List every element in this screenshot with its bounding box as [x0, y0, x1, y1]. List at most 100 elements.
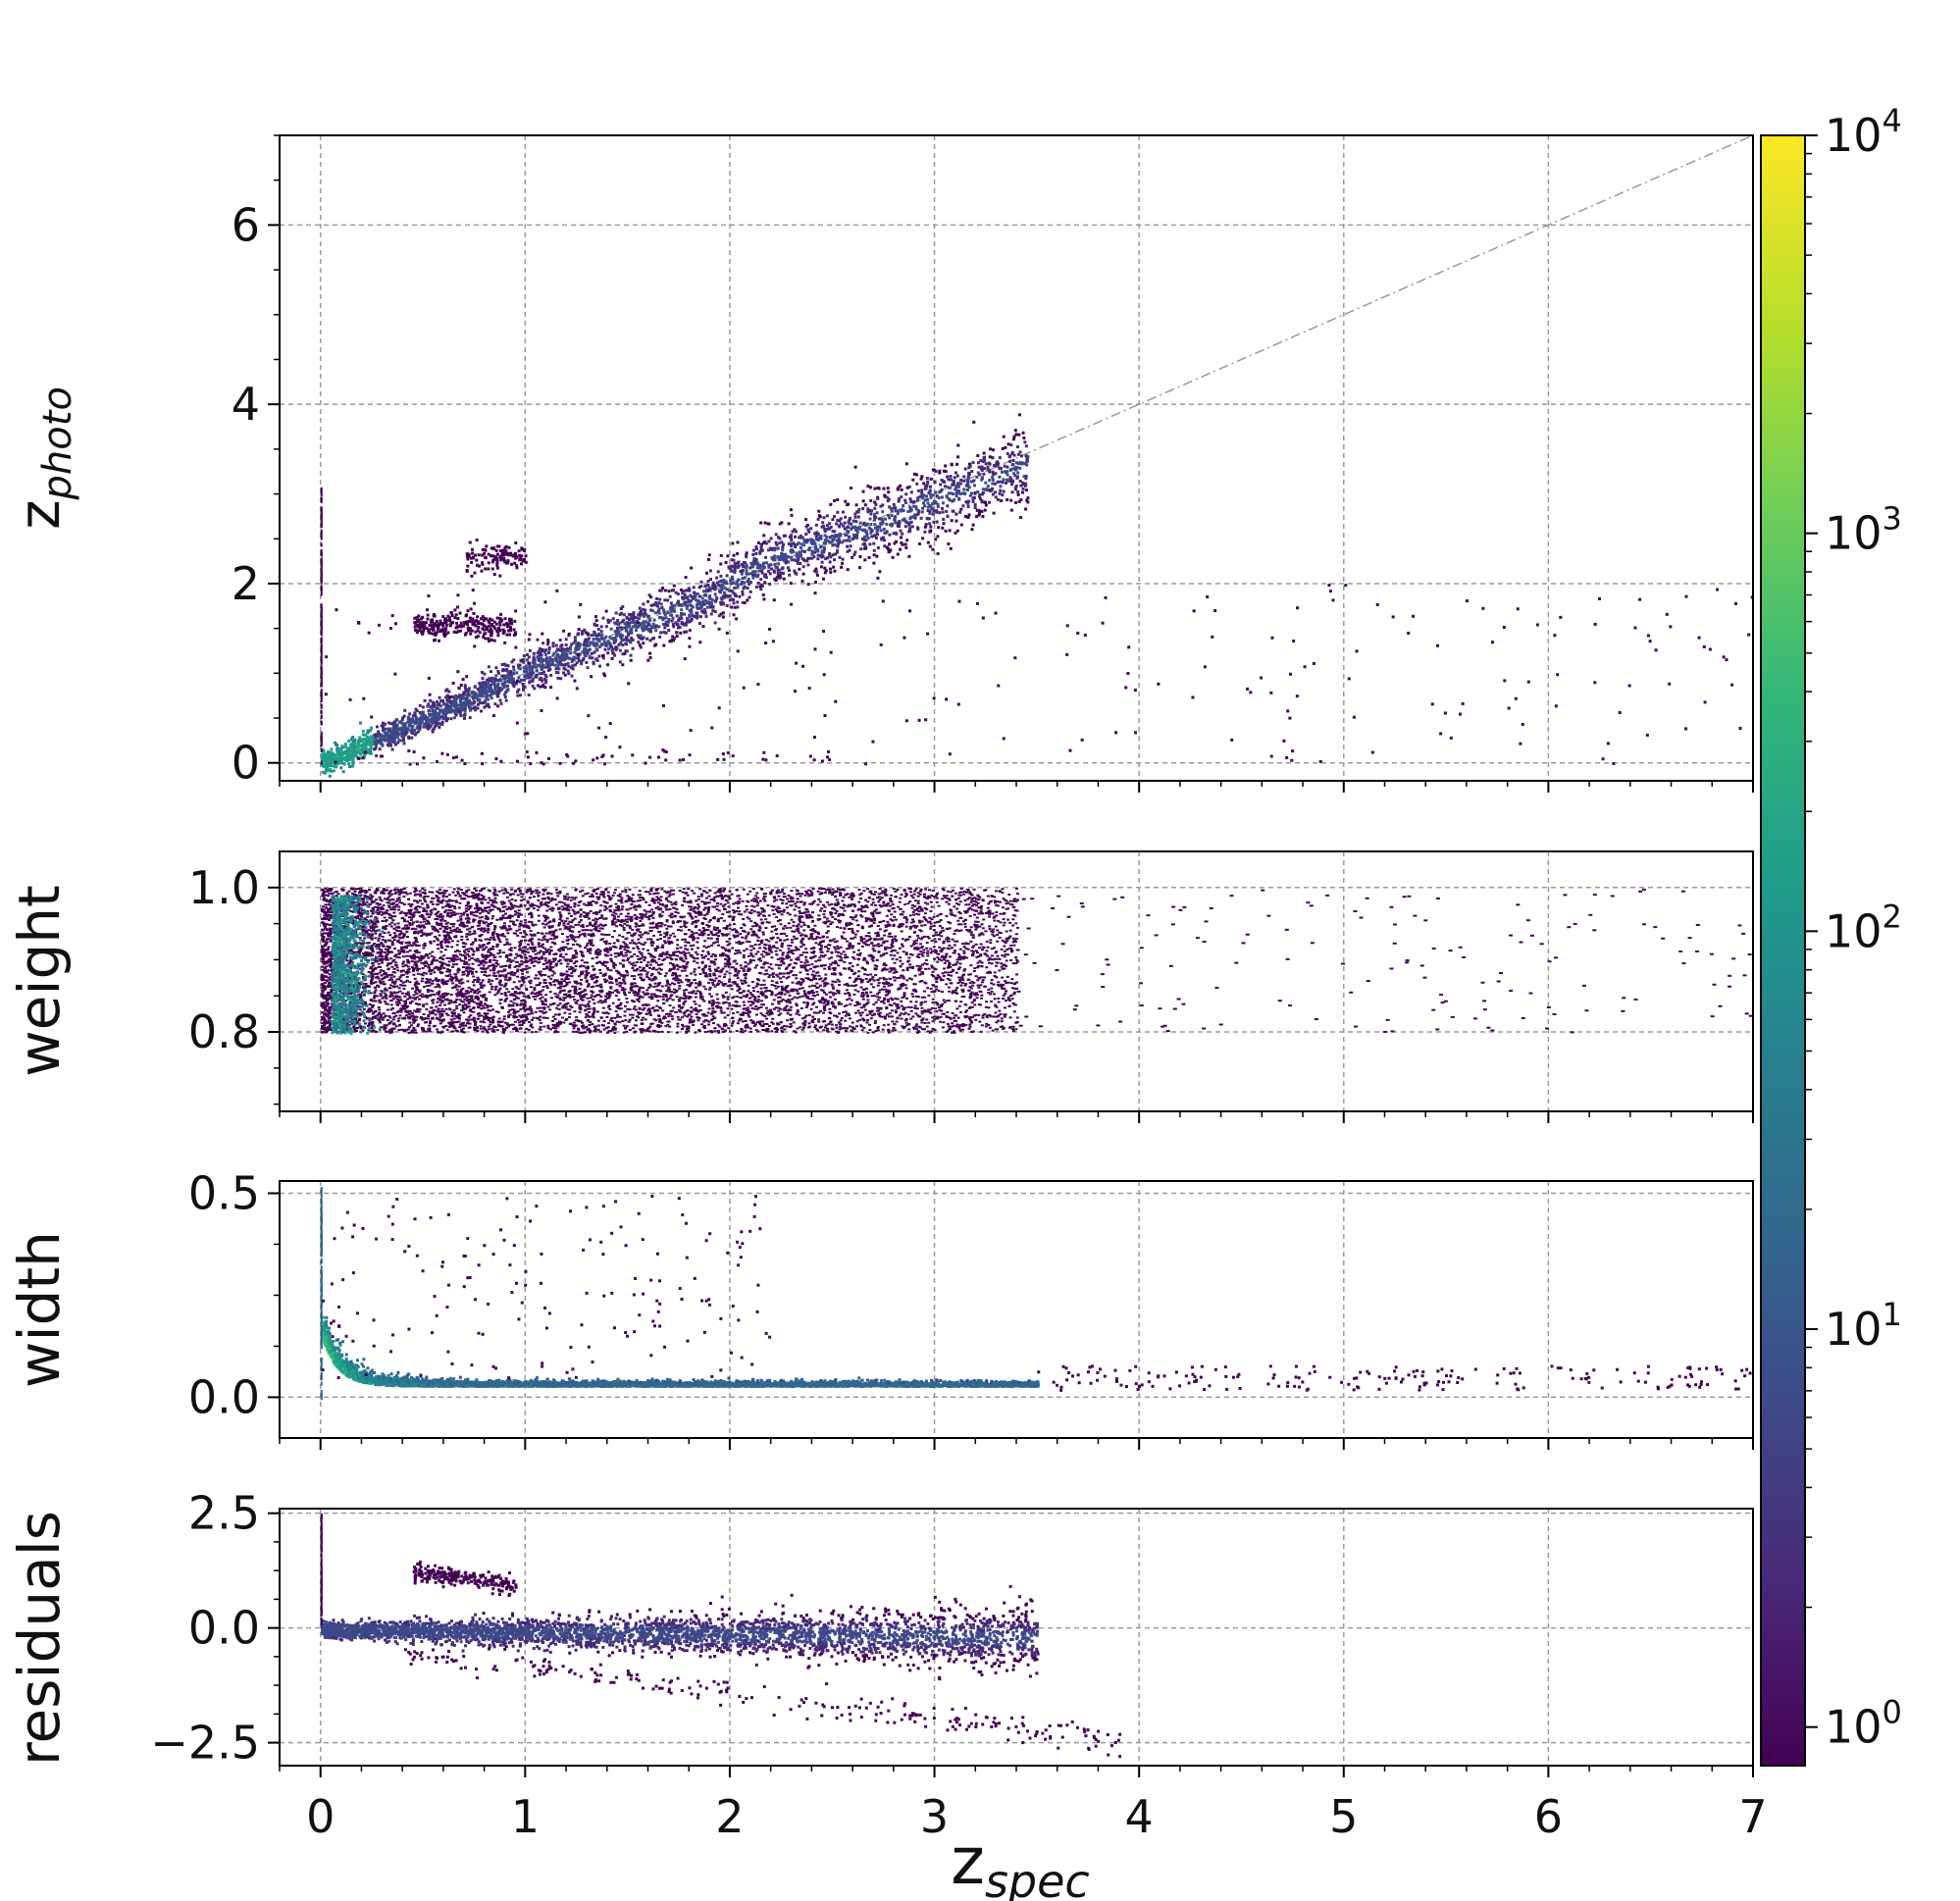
data-cell: [1286, 709, 1290, 713]
data-cell: [1006, 452, 1009, 456]
data-cell: [912, 499, 916, 503]
data-cell: [790, 538, 794, 541]
data-cell: [909, 490, 913, 494]
data-cell: [1008, 480, 1012, 484]
data-cell: [905, 521, 909, 525]
data-cell: [443, 999, 447, 1002]
data-cell: [499, 759, 503, 763]
data-cell: [847, 520, 851, 524]
data-cell: [320, 533, 323, 538]
data-cell: [687, 587, 691, 591]
data-cell: [841, 561, 845, 565]
data-cell: [594, 911, 598, 914]
data-cell: [608, 619, 612, 623]
data-cell: [1023, 484, 1027, 488]
data-cell: [527, 655, 531, 659]
data-cell: [689, 609, 693, 613]
data-cell: [657, 611, 661, 615]
data-cell: [688, 629, 692, 633]
data-cell: [492, 691, 496, 694]
data-cell: [415, 709, 419, 713]
data-cell: [585, 642, 589, 646]
data-cell: [357, 993, 361, 996]
data-cell: [445, 710, 449, 714]
data-cell: [426, 895, 430, 898]
data-cell: [926, 632, 930, 636]
data-cell: [380, 754, 384, 758]
data-cell: [844, 1014, 848, 1017]
data-cell: [455, 755, 459, 759]
data-cell: [741, 600, 745, 604]
data-cell: [926, 505, 930, 509]
data-cell: [928, 889, 932, 892]
data-cell: [320, 552, 323, 557]
data-cell: [600, 755, 604, 759]
data-cell: [529, 1005, 533, 1008]
data-cell: [783, 559, 787, 563]
data-cell: [708, 595, 712, 599]
data-cell: [735, 580, 739, 584]
data-cell: [629, 658, 633, 662]
data-cell: [1443, 711, 1447, 715]
data-cell: [593, 643, 597, 647]
data-cell: [683, 622, 687, 626]
data-cell: [352, 1011, 356, 1014]
data-cell: [441, 624, 445, 628]
data-cell: [464, 690, 468, 694]
data-cell: [546, 916, 550, 919]
data-cell: [828, 536, 832, 539]
data-cell: [398, 912, 402, 915]
data-cell: [940, 478, 944, 482]
data-cell: [853, 550, 857, 554]
data-cell: [504, 674, 508, 678]
data-cell: [426, 989, 430, 992]
data-cell: [577, 654, 581, 658]
data-cell: [751, 573, 755, 577]
data-cell: [806, 556, 810, 560]
data-cell: [481, 627, 485, 631]
data-cell: [677, 619, 681, 623]
data-cell: [816, 547, 820, 551]
data-cell: [1011, 467, 1015, 471]
data-cell: [799, 550, 802, 554]
data-cell: [527, 638, 531, 642]
data-cell: [801, 572, 805, 576]
data-cell: [1014, 484, 1018, 488]
data-cell: [1001, 446, 1005, 450]
data-cell: [965, 482, 969, 486]
data-cell: [800, 549, 804, 553]
data-cell: [499, 558, 503, 562]
data-cell: [485, 627, 489, 631]
data-cell: [543, 600, 547, 604]
data-cell: [479, 709, 483, 713]
data-cell: [591, 656, 594, 660]
data-cell: [475, 558, 479, 562]
data-cell: [878, 525, 882, 529]
data-cell: [1008, 476, 1012, 480]
data-cell: [666, 598, 670, 602]
data-cell: [542, 665, 546, 669]
data-cell: [390, 747, 394, 751]
data-cell: [664, 750, 668, 754]
data-cell: [885, 545, 889, 549]
data-cell: [714, 977, 718, 980]
data-cell: [793, 690, 797, 694]
data-cell: [432, 628, 436, 632]
data-cell: [451, 756, 455, 760]
data-cell: [728, 943, 732, 946]
data-cell: [587, 714, 591, 718]
data-cell: [697, 594, 701, 598]
data-cell: [487, 682, 490, 686]
data-cell: [478, 622, 482, 626]
data-cell: [473, 571, 477, 575]
data-cell: [497, 1017, 501, 1020]
data-cell: [470, 702, 474, 706]
data-cell: [509, 551, 513, 555]
data-cell: [999, 932, 1003, 935]
data-cell: [810, 549, 814, 553]
data-cell: [833, 569, 837, 573]
data-cell: [855, 1020, 859, 1023]
data-cell: [1014, 467, 1018, 471]
data-cell: [654, 624, 658, 628]
data-cell: [643, 611, 646, 615]
